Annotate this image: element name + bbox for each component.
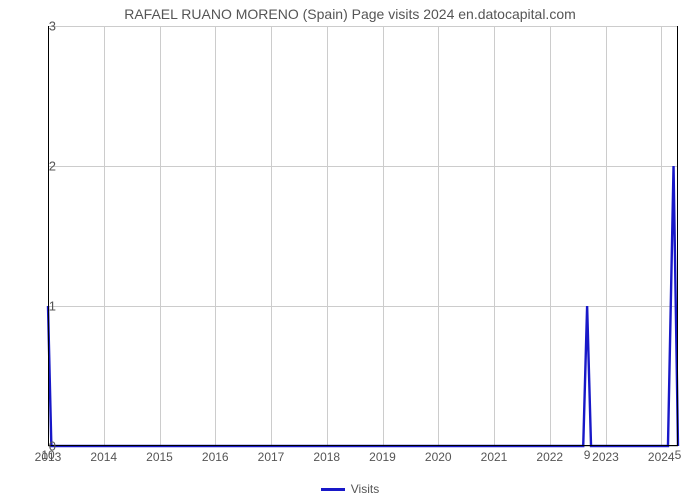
x-tick-label: 2021 — [481, 450, 508, 464]
x-tick-label: 2020 — [425, 450, 452, 464]
legend-swatch — [321, 488, 345, 491]
x-tick-label: 2022 — [536, 450, 563, 464]
x-tick-label: 2018 — [313, 450, 340, 464]
visits-chart: RAFAEL RUANO MORENO (Spain) Page visits … — [0, 0, 700, 500]
y-tick-label: 2 — [16, 159, 64, 174]
x-tick-label: 2024 — [648, 450, 675, 464]
point-label: 9 — [584, 448, 591, 462]
y-tick-label: 1 — [16, 299, 64, 314]
x-tick-label: 2023 — [592, 450, 619, 464]
x-tick-label: 2017 — [258, 450, 285, 464]
x-tick-label: 2019 — [369, 450, 396, 464]
x-tick-label: 2014 — [90, 450, 117, 464]
chart-title: RAFAEL RUANO MORENO (Spain) Page visits … — [0, 6, 700, 22]
x-tick-label: 2013 — [35, 450, 62, 464]
plot-border — [48, 26, 678, 446]
x-tick-label: 2015 — [146, 450, 173, 464]
plot-area: 1095 — [48, 26, 678, 446]
legend: Visits — [0, 482, 700, 496]
point-label: 5 — [675, 448, 682, 462]
y-tick-label: 3 — [16, 19, 64, 34]
x-tick-label: 2016 — [202, 450, 229, 464]
legend-label: Visits — [351, 482, 379, 496]
